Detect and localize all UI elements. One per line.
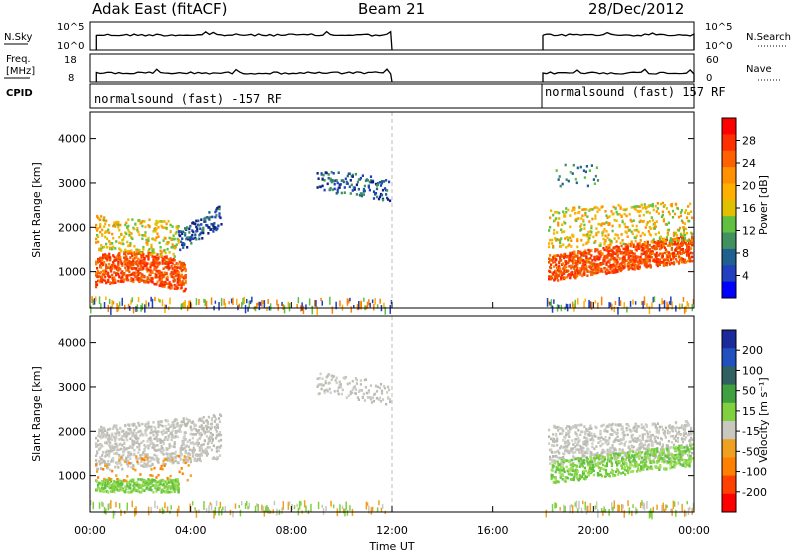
x-tick-label: 04:00	[175, 524, 207, 537]
velocity-colorbar-label: Velocity [m s⁻¹]	[757, 377, 770, 462]
cpid-strip: CPID normalsound (fast) -157 RF normalso…	[6, 83, 726, 109]
colorbar-tick-label: 8	[742, 247, 749, 260]
velocity-ylabel: Slant Range [km]	[30, 366, 43, 462]
colorbar-tick-label: -15	[742, 425, 760, 438]
colorbar-swatch	[722, 150, 736, 168]
colorbar-swatch	[722, 330, 736, 349]
colorbar-swatch	[722, 475, 736, 495]
date-label: 28/Dec/2012	[588, 0, 684, 18]
freq-label-line1: Freq.	[6, 54, 31, 65]
colorbar-swatch	[722, 134, 736, 152]
colorbar-swatch	[722, 402, 736, 422]
nave-label: Nave	[746, 64, 772, 75]
power-panel: Slant Range [km] 1000 2000 3000 4000 28 24 20…	[30, 111, 770, 316]
y-tick-label: 1000	[58, 470, 86, 483]
cpid-segment-1: normalsound (fast) -157 RF	[94, 92, 282, 106]
nsearch-label: N.Search	[746, 32, 791, 43]
colorbar-swatch	[722, 232, 736, 250]
freq-tick-bottom: 8	[68, 73, 74, 84]
nsky-tick-top: 10^5	[57, 22, 84, 33]
velocity-data	[90, 316, 695, 520]
y-tick-label: 1000	[58, 266, 86, 279]
beam-label: Beam 21	[358, 0, 425, 18]
x-axis-label: Time UT	[368, 540, 414, 553]
colorbar-tick-label: -100	[742, 466, 767, 479]
nsearch-tick-top: 10^5	[705, 22, 732, 33]
x-tick-label: 00:00	[74, 524, 106, 537]
y-tick-label: 4000	[58, 337, 86, 350]
power-data	[90, 112, 695, 316]
colorbar-swatch	[722, 457, 736, 477]
x-tick-label: 12:00	[376, 524, 408, 537]
power-colorbar: 28 24 20 16 12 8 4	[721, 117, 756, 299]
x-tick-label: 20:00	[577, 524, 609, 537]
power-colorbar-label: Power [dB]	[757, 175, 770, 235]
colorbar-swatch	[722, 439, 736, 458]
freq-strip: Freq. [MHz] 18 8 60 0 Nave	[4, 53, 780, 84]
cpid-label: CPID	[6, 88, 33, 99]
velocity-colorbar: 200 100 50 15 -15 -50 -100 -200	[721, 329, 767, 513]
velocity-panel: Slant Range [km] 1000 2000 3000 4000 200 100…	[30, 315, 770, 520]
freq-label-line2: [MHz]	[6, 66, 35, 77]
nsearch-tick-bottom: 10^0	[705, 41, 732, 52]
colorbar-swatch	[722, 421, 736, 440]
y-tick-label: 2000	[58, 425, 86, 438]
colorbar-swatch	[722, 118, 736, 135]
colorbar-tick-label: 200	[742, 344, 763, 357]
colorbar-swatch	[722, 493, 736, 513]
colorbar-tick-label: 4	[742, 270, 749, 283]
colorbar-swatch	[722, 183, 736, 201]
colorbar-tick-label: -200	[742, 486, 767, 499]
colorbar-tick-label: 20	[742, 180, 756, 193]
colorbar-swatch	[722, 366, 736, 386]
colorbar-swatch	[722, 281, 736, 299]
colorbar-tick-label: 100	[742, 364, 763, 377]
y-tick-label: 3000	[58, 177, 86, 190]
x-tick-label: 00:00	[678, 524, 710, 537]
x-tick-label: 08:00	[275, 524, 307, 537]
colorbar-tick-label: 12	[742, 225, 756, 238]
x-axis: 00:00 04:00 08:00 12:00 16:00 20:00 00:00	[74, 302, 710, 537]
colorbar-swatch	[722, 348, 736, 367]
y-tick-label: 4000	[58, 133, 86, 146]
colorbar-tick-label: 28	[742, 135, 756, 148]
nsky-label: N.Sky	[4, 32, 32, 43]
y-tick-label: 2000	[58, 221, 86, 234]
power-ylabel: Slant Range [km]	[30, 162, 43, 258]
plot-title: Adak East (fitACF)	[92, 0, 227, 18]
colorbar-swatch	[722, 265, 736, 283]
nave-tick-top: 60	[706, 55, 719, 66]
colorbar-swatch	[722, 216, 736, 234]
colorbar-swatch	[722, 167, 736, 184]
nsky-strip: N.Sky 10^5 10^0 10^5 10^0 N.Search	[4, 21, 791, 52]
nsky-tick-bottom: 10^0	[57, 41, 84, 52]
colorbar-tick-label: 15	[742, 405, 756, 418]
y-tick-label: 3000	[58, 381, 86, 394]
nave-tick-bottom: 0	[706, 73, 712, 84]
nsky-trace	[95, 30, 695, 51]
colorbar-tick-label: 50	[742, 385, 756, 398]
freq-tick-top: 18	[64, 55, 77, 66]
colorbar-swatch	[722, 199, 736, 217]
colorbar-tick-label: 16	[742, 202, 756, 215]
cpid-segment-2: normalsound (fast) 157 RF	[545, 85, 726, 99]
colorbar-tick-label: -50	[742, 445, 760, 458]
colorbar-swatch	[722, 384, 736, 404]
freq-trace	[95, 68, 695, 83]
colorbar-tick-label: 24	[742, 157, 756, 170]
colorbar-swatch	[722, 248, 736, 266]
x-tick-label: 16:00	[477, 524, 509, 537]
